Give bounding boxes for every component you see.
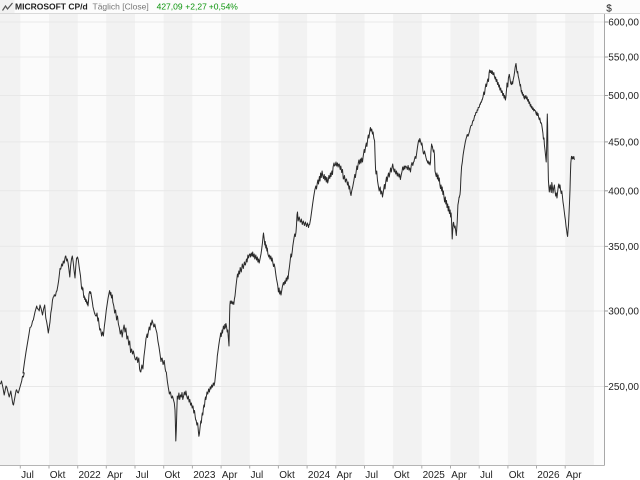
svg-text:Apr: Apr xyxy=(337,470,353,480)
svg-text:500,00: 500,00 xyxy=(608,91,639,102)
svg-text:+2,27: +2,27 xyxy=(185,2,207,12)
svg-text:300,00: 300,00 xyxy=(608,307,639,318)
svg-text:Jul: Jul xyxy=(21,470,34,480)
svg-text:Jul: Jul xyxy=(365,470,378,480)
svg-text:Okt: Okt xyxy=(279,470,295,480)
svg-text:Täglich [Close]: Täglich [Close] xyxy=(93,2,149,12)
svg-text:+0,54%: +0,54% xyxy=(209,2,239,12)
svg-text:400,00: 400,00 xyxy=(608,186,639,197)
svg-text:427,09: 427,09 xyxy=(157,2,183,12)
svg-text:Okt: Okt xyxy=(509,470,525,480)
svg-text:2025: 2025 xyxy=(423,470,446,480)
svg-text:MICROSOFT CP/d: MICROSOFT CP/d xyxy=(15,2,88,12)
svg-text:Apr: Apr xyxy=(222,470,238,480)
svg-text:250,00: 250,00 xyxy=(608,382,639,393)
svg-text:600,00: 600,00 xyxy=(608,18,639,29)
svg-text:Apr: Apr xyxy=(451,470,467,480)
svg-text:Jul: Jul xyxy=(251,470,264,480)
svg-text:2024: 2024 xyxy=(308,470,331,480)
svg-text:Apr: Apr xyxy=(107,470,123,480)
svg-text:Jul: Jul xyxy=(136,470,149,480)
svg-text:450,00: 450,00 xyxy=(608,137,639,148)
svg-text:2026: 2026 xyxy=(537,470,560,480)
svg-text:2023: 2023 xyxy=(193,470,216,480)
svg-text:2022: 2022 xyxy=(79,470,102,480)
svg-text:Apr: Apr xyxy=(566,470,582,480)
svg-text:550,00: 550,00 xyxy=(608,53,639,64)
svg-text:350,00: 350,00 xyxy=(608,242,639,253)
svg-text:Okt: Okt xyxy=(165,470,181,480)
svg-text:Jul: Jul xyxy=(480,470,493,480)
svg-text:$: $ xyxy=(606,4,612,15)
svg-text:Okt: Okt xyxy=(394,470,410,480)
svg-text:Okt: Okt xyxy=(50,470,66,480)
